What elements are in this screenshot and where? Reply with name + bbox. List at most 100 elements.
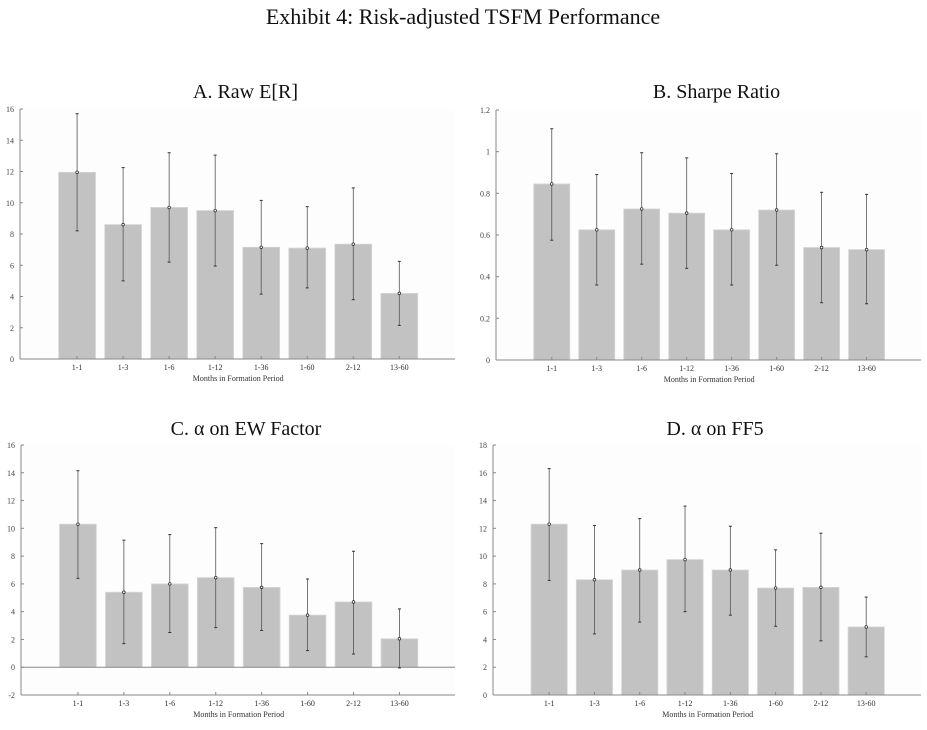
point-estimate (397, 637, 402, 641)
y-tick-label: 2 (11, 635, 15, 644)
x-tick-label: 1-6 (164, 699, 175, 708)
x-tick-label: 1-6 (634, 699, 645, 708)
x-tick-label: 1-1 (73, 699, 84, 708)
x-tick-label: 2-12 (346, 699, 361, 708)
y-tick-label: 1 (486, 148, 490, 157)
y-tick-label: 8 (11, 552, 15, 561)
point-estimate (864, 247, 869, 252)
x-tick-label: 1-6 (164, 363, 175, 372)
x-tick-label: 1-36 (723, 699, 738, 708)
panel-title: D. α on FF5 (666, 418, 763, 440)
y-tick-label: 10 (6, 199, 14, 208)
x-tick-label: 1-1 (546, 364, 557, 373)
point-estimate (75, 170, 79, 174)
y-tick-label: 8 (483, 580, 487, 589)
x-tick-label: 1-3 (591, 364, 602, 373)
x-tick-label: 13-60 (390, 699, 409, 708)
point-estimate (819, 585, 823, 590)
x-axis-label: Months in Formation Period (193, 710, 284, 719)
y-tick-label: 12 (6, 168, 14, 177)
point-estimate (259, 245, 263, 249)
point-estimate (683, 557, 687, 562)
y-tick-label: 2 (483, 663, 487, 672)
point-estimate (76, 522, 80, 526)
y-tick-label: 6 (483, 608, 487, 617)
point-estimate (259, 585, 264, 590)
y-tick-label: 8 (10, 230, 14, 239)
y-tick-label: 4 (483, 635, 487, 644)
figure-title: Exhibit 4: Risk-adjusted TSFM Performanc… (266, 4, 660, 29)
y-tick-label: 16 (479, 469, 487, 478)
point-estimate (640, 207, 644, 211)
y-tick-label: 14 (6, 136, 14, 145)
y-tick-label: 16 (6, 105, 14, 114)
x-axis-label: Months in Formation Period (662, 710, 753, 719)
y-tick-label: 6 (11, 580, 15, 589)
y-tick-label: 14 (7, 469, 15, 478)
x-axis-label: Months in Formation Period (664, 375, 755, 384)
point-estimate (774, 208, 779, 212)
y-tick-label: 0.8 (480, 189, 490, 198)
x-tick-label: 1-6 (636, 364, 647, 373)
point-estimate (122, 590, 126, 594)
y-tick-label: 12 (7, 497, 15, 506)
y-tick-label: 6 (10, 261, 14, 270)
panel-b: B. Sharpe Ratio 0 0.2 0.4 0.6 0.8 1 1.2 1-1 1-3 1-… (480, 81, 921, 384)
point-estimate (168, 582, 172, 586)
y-tick-label: -2 (8, 691, 15, 700)
x-tick-label: 1-60 (769, 364, 784, 373)
x-tick-label: 1-12 (678, 699, 693, 708)
point-estimate (214, 575, 218, 580)
x-axis-label: Months in Formation Period (193, 374, 284, 383)
x-tick-label: 1-3 (119, 699, 130, 708)
y-tick-label: 0 (11, 663, 15, 672)
point-estimate (592, 578, 597, 582)
y-tick-label: 16 (7, 441, 15, 450)
y-tick-label: 14 (479, 497, 487, 506)
y-tick-label: 0 (486, 356, 490, 365)
y-tick-label: 1.2 (480, 106, 490, 115)
y-tick-label: 0 (483, 691, 487, 700)
panel-title: B. Sharpe Ratio (653, 81, 780, 103)
x-tick-label: 1-1 (72, 363, 83, 372)
x-tick-label: 1-36 (254, 699, 269, 708)
x-tick-label: 13-60 (390, 363, 409, 372)
x-tick-label: 13-60 (857, 699, 876, 708)
panel-title: A. Raw E[R] (193, 81, 298, 103)
x-tick-label: 1-3 (589, 699, 600, 708)
point-estimate (550, 182, 554, 186)
y-tick-label: 0 (10, 355, 14, 364)
x-tick-label: 2-12 (814, 699, 829, 708)
point-estimate (638, 568, 642, 572)
point-estimate (305, 613, 310, 617)
point-estimate (213, 208, 217, 213)
x-tick-label: 1-1 (544, 699, 555, 708)
point-estimate (819, 245, 824, 250)
point-estimate (595, 228, 599, 232)
y-tick-label: 0.2 (480, 314, 490, 323)
y-tick-label: 4 (10, 293, 14, 302)
panel-d: D. α on FF5 0 2 4 6 8 10 12 14 16 18 1-1 1-3 1-6 1-12 1… (479, 418, 921, 719)
y-tick-label: 4 (11, 608, 15, 617)
x-tick-label: 1-36 (724, 364, 739, 373)
point-estimate (121, 222, 125, 227)
x-tick-label: 1-3 (118, 363, 129, 372)
x-tick-label: 1-12 (208, 699, 223, 708)
x-tick-label: 1-60 (300, 363, 315, 372)
point-estimate (351, 242, 355, 246)
point-estimate (305, 246, 309, 250)
panel-c: C. α on EW Factor -2 0 2 4 6 8 10 12 14 16 1-1 1-3 1-… (7, 418, 455, 719)
x-tick-label: 1-36 (254, 363, 269, 372)
x-tick-label: 1-12 (208, 363, 223, 372)
point-estimate (397, 291, 402, 296)
y-tick-label: 0.4 (480, 273, 490, 282)
point-estimate (864, 625, 868, 629)
point-estimate (167, 205, 171, 210)
x-tick-label: 1-12 (679, 364, 694, 373)
x-tick-label: 2-12 (814, 364, 829, 373)
point-estimate (547, 522, 551, 526)
y-tick-label: 18 (479, 441, 487, 450)
x-tick-label: 13-60 (857, 364, 876, 373)
